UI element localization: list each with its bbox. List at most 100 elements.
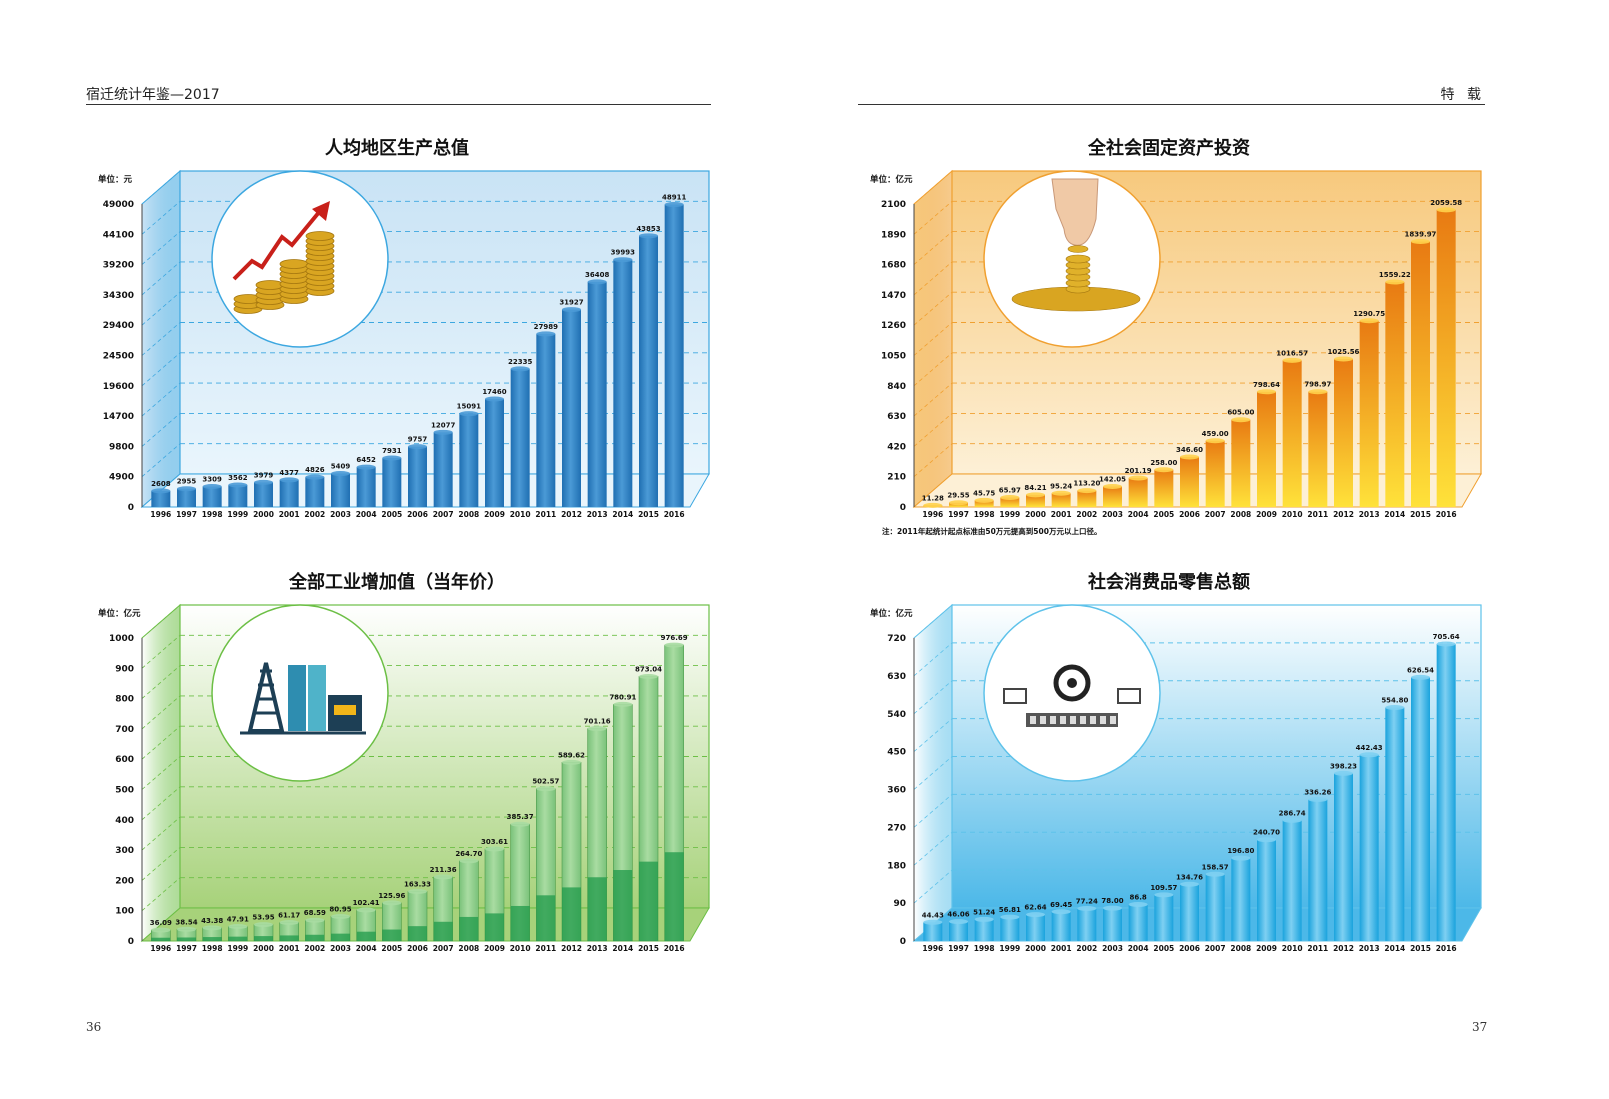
data-label: 15091 [457,403,481,411]
data-label: 61.17 [278,911,300,919]
y-tick-label: 0 [900,937,906,947]
gridline-side [141,291,181,326]
y-tick-label: 44100 [103,230,134,240]
data-label: 65.97 [999,486,1021,494]
data-label: 385.37 [507,813,534,821]
bar [331,473,350,507]
data-label: 336.26 [1304,788,1331,796]
bar-cap [562,759,581,765]
y-axis-unit: 单位：元 [98,174,133,185]
bar-cap [1154,467,1174,473]
y-tick-label: 0 [128,937,134,947]
bar [408,446,427,507]
x-tick-label: 2012 [1333,510,1354,519]
data-label: 80.95 [329,905,351,913]
chart-per-capita-gdp: 人均地区生产总值 单位：元 0 4900 9800 14700 19600 24500 2940… [84,132,724,532]
bar-lower [177,937,196,941]
y-tick-label: 1680 [881,261,906,271]
y-tick-label: 700 [115,725,134,735]
x-tick-label: 2014 [1384,510,1405,519]
x-tick-label: 2013 [1359,510,1380,519]
y-tick-label: 630 [887,672,906,682]
x-tick-label: 2012 [1333,944,1354,953]
bar [1051,911,1071,941]
bar [974,919,994,941]
x-tick-label: 1996 [150,944,171,953]
x-tick-label: 1997 [176,944,197,953]
gridline-side [141,352,181,387]
y-tick-label: 1050 [881,352,906,362]
gridline-side [141,816,181,851]
bar [1205,874,1225,941]
bar-cap [202,484,222,490]
bar [1436,209,1456,507]
rack-slot [1080,716,1086,724]
bar-cap [331,471,350,477]
bar-cap [1205,438,1225,444]
data-label: 976.69 [661,634,688,642]
bar-cap [202,925,222,931]
gridline-side [141,170,181,205]
bar-cap [177,926,196,932]
bar-cap [1411,239,1430,245]
data-label: 11.28 [922,494,944,502]
data-label: 7931 [382,447,402,455]
x-tick-label: 2016 [1436,944,1457,953]
left-wall [913,603,953,943]
bar-cap [485,846,504,852]
bar-cap [1051,909,1071,915]
bar-lower [356,931,376,941]
y-tick-label: 400 [115,816,134,826]
bar-cap [949,500,968,506]
bar [1154,894,1174,941]
x-tick-label: 2000 [1025,944,1046,953]
gridline-side [141,786,181,821]
bar-cap [433,874,453,880]
data-label: 1559.22 [1379,271,1411,279]
y-tick-label: 500 [115,786,134,796]
data-label: 286.74 [1279,809,1306,817]
x-tick-label: 2015 [638,510,659,519]
bar [639,235,658,507]
data-label: 78.00 [1101,897,1123,905]
bar [562,309,581,507]
trend-arrow-line [232,209,322,281]
bar [228,484,248,507]
bar-cap [1205,871,1225,877]
gridline-side [141,322,181,356]
bar [356,467,376,507]
gridline-side [141,634,181,669]
bar [1154,469,1174,507]
x-tick-label: 2014 [612,944,633,953]
y-axis-unit: 单位：亿元 [98,608,141,619]
bar-cap [1231,417,1251,423]
bar-lower [254,936,273,941]
bar [1205,440,1225,507]
x-tick-label: 2016 [664,944,685,953]
x-tick-label: 2011 [535,944,556,953]
data-label: 4826 [305,466,325,474]
bar-cap [1231,855,1251,861]
bar-cap [510,366,530,372]
gridline-side [913,756,953,790]
x-tick-label: 2005 [1153,510,1174,519]
data-label: 38.54 [175,918,197,926]
gridline-side [913,382,953,417]
data-label: 17460 [482,388,506,396]
y-tick-label: 0 [900,503,906,513]
bar-lower [331,933,350,941]
x-tick-label: 2010 [510,510,531,519]
bar [1411,241,1430,507]
rack-slot [1090,716,1096,724]
coin [1065,254,1091,264]
bar [1180,456,1199,507]
data-label: 36408 [585,271,609,279]
gridline-side [913,869,953,904]
oil-derrick [247,662,285,733]
gridline-side [913,443,953,478]
page-number-right: 37 [1472,1020,1488,1034]
bar-lower [562,887,581,941]
x-tick-label: 2009 [1256,944,1277,953]
data-label: 68.59 [304,909,326,917]
